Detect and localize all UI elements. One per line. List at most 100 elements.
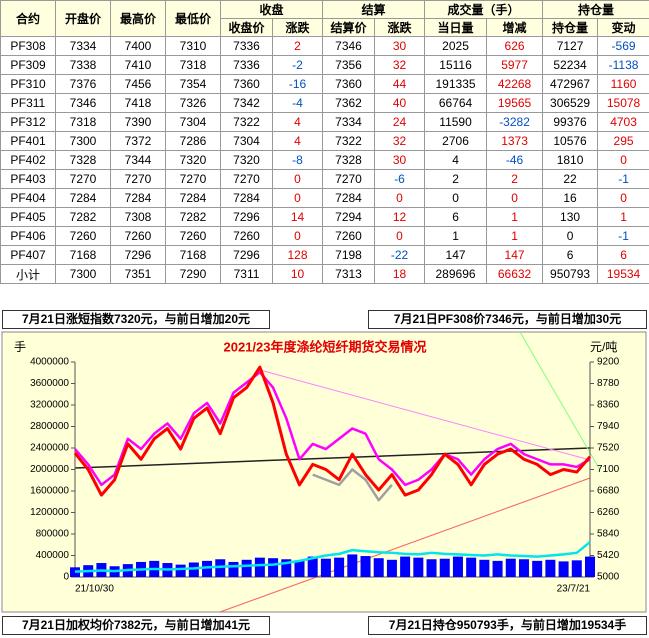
cell: 2025 <box>424 36 488 56</box>
cell: 19534 <box>597 264 649 284</box>
cell: 0 <box>271 188 324 208</box>
cell: 66764 <box>424 93 488 113</box>
cell: -6 <box>374 169 426 189</box>
cell: 7290 <box>165 264 221 284</box>
cell: 7127 <box>542 36 599 56</box>
cell: 7300 <box>55 264 111 284</box>
volume-bar <box>136 561 147 577</box>
cell: 7270 <box>110 169 166 189</box>
cell: 7304 <box>165 112 221 132</box>
volume-bar <box>413 557 424 577</box>
cell: PF312 <box>0 112 56 132</box>
y-tick-label: 3200000 <box>30 400 69 411</box>
volume-bar <box>228 561 239 577</box>
cell: 11590 <box>424 112 488 132</box>
cell: 4 <box>271 112 324 132</box>
volume-bar <box>334 557 345 577</box>
y-tick-label: 1200000 <box>30 507 69 518</box>
cell: 626 <box>486 36 544 56</box>
cell: 99376 <box>542 112 599 132</box>
cell: 128 <box>271 245 324 265</box>
cell: 7270 <box>55 169 111 189</box>
cell: 7270 <box>220 169 273 189</box>
row: 小计 7300 7351 7290 7311 10 7313 18 289696 66632 950… <box>0 264 649 284</box>
volume-bar <box>149 560 160 577</box>
y2-tick-label: 7100 <box>597 464 620 475</box>
cell: 7334 <box>55 36 111 56</box>
y-tick-label: 1600000 <box>30 486 69 497</box>
cell: PF405 <box>0 207 56 227</box>
cell: PF404 <box>0 188 56 208</box>
y2-tick-label: 6680 <box>597 486 620 497</box>
cell: 0 <box>597 150 649 170</box>
cell: 7260 <box>110 226 166 246</box>
cell: 24 <box>374 112 426 132</box>
volume-bar <box>426 559 437 577</box>
volume-bar <box>70 567 80 577</box>
volume-bar <box>83 565 94 577</box>
cell: 15078 <box>597 93 649 113</box>
cell: 12 <box>374 207 426 227</box>
series-line <box>74 541 591 573</box>
cell: 7342 <box>220 93 273 113</box>
cell: 7376 <box>55 74 111 94</box>
header-cell: 当日量 <box>424 18 488 37</box>
note: 7月21日PF308价7346元，与前日增加30元 <box>368 310 647 329</box>
header-cell: 变动 <box>597 18 649 37</box>
row: PF407 7168 7296 7168 7296 128 7198 -22 147 147 6 6 <box>0 245 649 265</box>
volume-bar <box>360 556 371 577</box>
y-tick-label: 2800000 <box>30 421 69 432</box>
cell: 32 <box>374 55 426 75</box>
trend-line <box>219 477 591 613</box>
cell: 0 <box>424 188 488 208</box>
header-row: 合约 开盘价 最高价 最低价 收盘 结算 成交量（手） 持仓量 <box>0 0 649 37</box>
cell: 7284 <box>220 188 273 208</box>
row: PF311 7346 7418 7326 7342 -4 7362 40 66764 19565 3… <box>0 93 649 113</box>
cell: 1 <box>486 207 544 227</box>
volume-bar <box>122 564 133 577</box>
cell: 7260 <box>55 226 111 246</box>
y-tick-label: 800000 <box>36 529 70 540</box>
cell: 7282 <box>165 207 221 227</box>
y2-axis-label: 元/吨 <box>590 340 617 354</box>
volume-bar <box>492 560 503 577</box>
header-cell: 成交量（手） <box>424 0 544 19</box>
cell: 7168 <box>55 245 111 265</box>
volume-bar <box>307 556 318 577</box>
cell: 7318 <box>165 55 221 75</box>
y-axis-label: 手 <box>14 340 26 354</box>
y2-tick-label: 5420 <box>597 550 620 561</box>
cell: 30 <box>374 36 426 56</box>
volume-bar <box>479 559 490 577</box>
cell: 7296 <box>220 245 273 265</box>
cell: 7362 <box>322 93 376 113</box>
cell: 289696 <box>424 264 488 284</box>
volume-bar <box>294 560 305 577</box>
volume-bar <box>518 559 529 577</box>
row: PF309 7338 7410 7318 7336 -2 7356 32 15116 5977 52… <box>0 55 649 75</box>
cell: 0 <box>597 188 649 208</box>
volume-bar <box>281 559 292 577</box>
cell: PF403 <box>0 169 56 189</box>
cell: 7410 <box>110 55 166 75</box>
cell: 42268 <box>486 74 544 94</box>
quote-table: 合约 开盘价 最高价 最低价 收盘 结算 成交量（手） 持仓量 收盘价 涨跌 结算价 涨跌 当日量 增减持… <box>0 0 649 284</box>
volume-bar <box>268 558 279 577</box>
series-line <box>73 365 592 497</box>
cell: 0 <box>271 169 324 189</box>
cell: PF402 <box>0 150 56 170</box>
cell: 7168 <box>165 245 221 265</box>
cell: 16 <box>542 188 599 208</box>
volume-bar <box>386 559 397 577</box>
cell: 7318 <box>55 112 111 132</box>
cell: 7284 <box>55 188 111 208</box>
row: PF403 7270 7270 7270 7270 0 7270 -6 2 2 22 -1 <box>0 169 649 189</box>
trend-line <box>259 369 591 461</box>
header-cell: 持仓量 <box>542 18 599 37</box>
cell: 7360 <box>322 74 376 94</box>
cell: 7284 <box>322 188 376 208</box>
volume-bar <box>320 558 331 577</box>
cell: 4 <box>424 150 488 170</box>
cell: 10576 <box>542 131 599 151</box>
cell: 0 <box>271 226 324 246</box>
